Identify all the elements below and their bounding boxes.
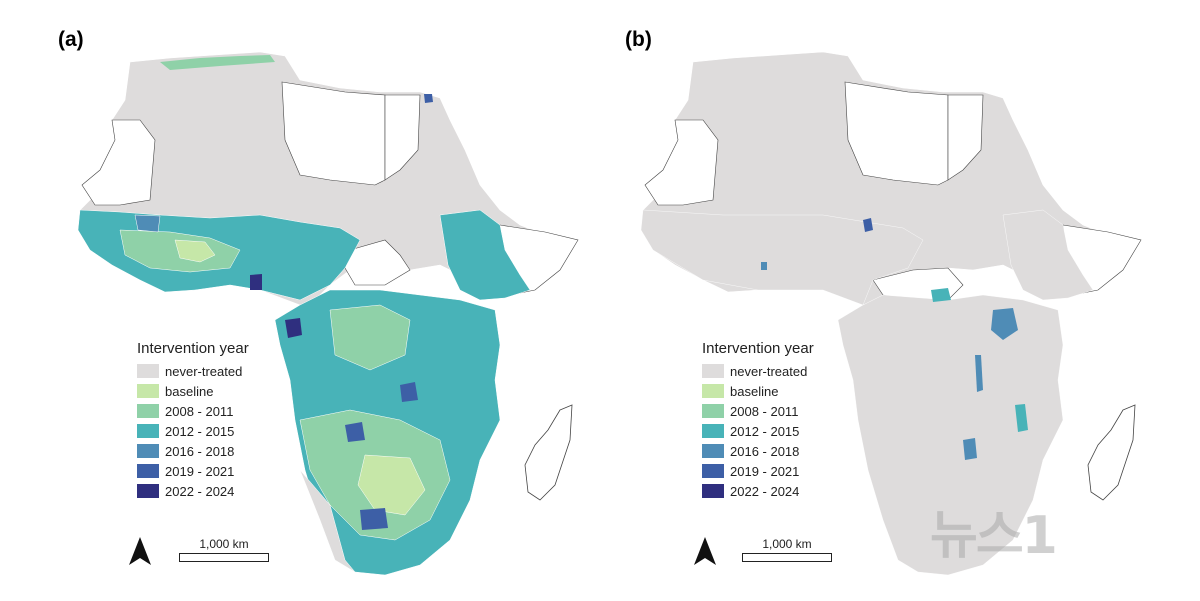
panel-a: (a) Intervention year [58,28,579,576]
scale-line [742,553,832,562]
treated-patch-1 [991,308,1018,340]
sahel-blue-patch [134,214,161,233]
legend-item: 2022 - 2024 [702,481,814,501]
legend-title: Intervention year [137,340,249,357]
legend-swatch [702,364,724,378]
panel-label: (a) [58,28,84,51]
central-southern-region [837,294,1064,576]
egypt-desert-area [384,94,421,181]
legend-label: never-treated [165,363,243,379]
southwest-grey [299,469,356,573]
news1-watermark-logo: 뉴스1 [928,487,1188,587]
legend-label: 2022 - 2024 [165,483,235,499]
legend-swatch [702,404,724,418]
sudan-area [344,239,411,286]
egypt-desert-area [947,94,984,181]
treated-patch-4 [963,438,977,460]
legend: Intervention year never-treated baseline… [702,340,814,501]
legend-swatch [137,364,159,378]
east-africa-region [1002,209,1094,301]
dark-patch-4 [345,422,365,442]
legend-label: 2012 - 2015 [730,423,800,439]
legend-swatch [137,384,159,398]
legend-label: 2019 - 2021 [165,463,235,479]
legend-swatch [137,404,159,418]
legend-swatch [702,484,724,498]
legend-swatch [137,424,159,438]
legend-label: baseline [730,383,779,399]
legend-item: 2016 - 2018 [702,441,814,461]
legend-item: baseline [137,381,249,401]
coast-treated [160,55,275,70]
scale-label: 1,000 km [762,537,812,551]
panel-label: (b) [625,28,652,51]
legend-swatch [702,424,724,438]
legend-label: 2016 - 2018 [165,443,235,459]
legend-item: 2016 - 2018 [137,441,249,461]
east-africa-treated [439,209,531,301]
sahel-light-patch [174,239,216,263]
sahel-region [640,209,924,306]
panel-b: (b) Intervention year never-treated base… [563,0,1163,601]
legend-label: 2022 - 2024 [730,483,800,499]
legend-item: 2019 - 2021 [137,461,249,481]
watermark-text: 뉴스1 [930,506,1058,566]
legend-item: 2012 - 2015 [137,421,249,441]
legend-item: never-treated [702,361,814,381]
legend-item: 2019 - 2021 [702,461,814,481]
legend-items: never-treated baseline 2008 - 2011 2012 … [702,361,814,501]
legend-title: Intervention year [702,340,814,357]
legend-item: 2008 - 2011 [137,401,249,421]
scale-line [179,553,269,562]
legend-swatch [137,444,159,458]
legend-label: 2016 - 2018 [730,443,800,459]
madagascar [1087,404,1136,501]
legend-swatch [702,444,724,458]
western-sahara-area [81,119,156,206]
legend-items: never-treated baseline 2008 - 2011 2012 … [137,361,249,501]
treated-patch-6 [975,355,983,392]
legend-label: never-treated [730,363,808,379]
legend-item: 2022 - 2024 [137,481,249,501]
scale-label: 1,000 km [199,537,249,551]
legend-swatch [137,484,159,498]
western-sahara-area [644,119,719,206]
north-arrow-icon [128,537,152,572]
nile-delta-treated [424,94,433,103]
legend-label: 2019 - 2021 [730,463,800,479]
legend-item: 2012 - 2015 [702,421,814,441]
legend-label: 2008 - 2011 [165,403,234,419]
legend-swatch [137,464,159,478]
legend-item: never-treated [137,361,249,381]
libya-area [844,81,949,186]
southern-light-patch [357,454,426,516]
scale-bar: 1,000 km [178,537,270,562]
africa-map-a [77,51,579,576]
dark-patch-1 [285,318,302,338]
dark-patch-3 [360,508,388,530]
legend-swatch [702,384,724,398]
treated-patch-2 [931,288,951,302]
treated-patch-7 [761,262,767,270]
central-green-patch [329,304,411,371]
north-arrow-icon [693,537,717,572]
legend-label: baseline [165,383,214,399]
madagascar [524,404,573,501]
legend: Intervention year never-treated baseline… [137,340,249,501]
treated-patch-3 [1015,404,1028,432]
dark-patch-2 [400,382,418,402]
legend-label: 2008 - 2011 [730,403,799,419]
libya-area [281,81,386,186]
treated-patch-5 [863,218,873,232]
scale-bar: 1,000 km [741,537,833,562]
legend-item: baseline [702,381,814,401]
legend-swatch [702,464,724,478]
dark-patch-5 [250,274,262,290]
legend-item: 2008 - 2011 [702,401,814,421]
legend-label: 2012 - 2015 [165,423,235,439]
africa-map-b [640,51,1142,576]
